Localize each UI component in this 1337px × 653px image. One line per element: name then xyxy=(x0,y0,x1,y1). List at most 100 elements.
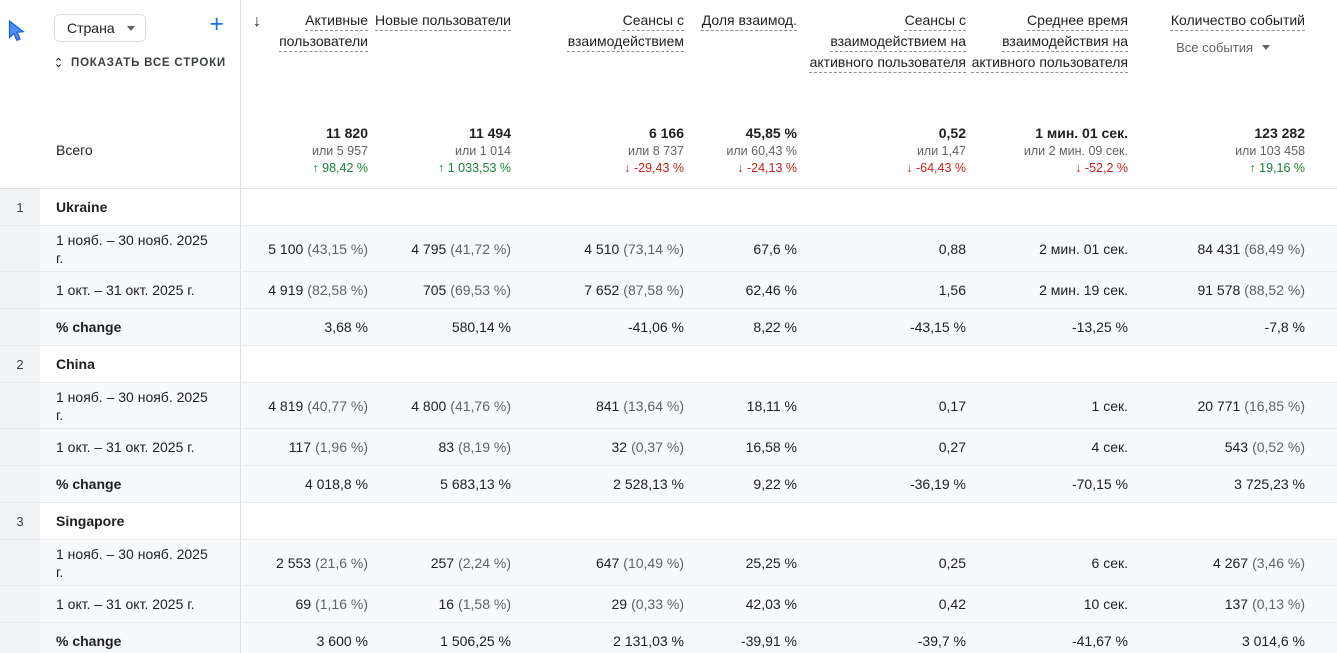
row-gutter xyxy=(0,466,40,502)
table-header-row: Страна + ПОКАЗАТЬ ВСЕ СТРОКИ ↓ Активные … xyxy=(0,0,1337,112)
country-name: Ukraine xyxy=(56,199,108,215)
metric-cell: 0,25 xyxy=(938,554,966,571)
table-row-period[interactable]: 1 окт. – 31 окт. 2025 г. 117 (1,96 %) 83(… xyxy=(0,429,1337,466)
total-value: 11 494 xyxy=(468,125,511,141)
empty-cell xyxy=(797,189,966,225)
total-value: 0,52 xyxy=(938,125,966,141)
show-all-rows-button[interactable]: ПОКАЗАТЬ ВСЕ СТРОКИ xyxy=(52,56,226,69)
percent-change-label: % change xyxy=(56,476,122,492)
metric-cell: 1,56 xyxy=(938,282,966,298)
metric-cell: 841 (13,64 %) xyxy=(595,397,684,414)
empty-cell xyxy=(797,503,966,539)
column-header-engagement-rate[interactable]: Доля взаимод. xyxy=(684,0,797,112)
column-header-avg-engagement-time[interactable]: Среднее время взаимодействия на активног… xyxy=(966,0,1128,112)
metric-cell: -7,8 % xyxy=(1264,319,1305,335)
table-row-percent-change[interactable]: % change 3,68 % 580,14 % -41,06 % 8,22 %… xyxy=(0,309,1337,346)
empty-cell xyxy=(1128,503,1337,539)
row-gutter xyxy=(0,429,40,465)
table-row-period[interactable]: 1 окт. – 31 окт. 2025 г. 69 (1,16 %) 16 (1… xyxy=(0,586,1337,623)
column-header-engaged-sessions-per-user[interactable]: Сеансы с взаимодействием на активного по… xyxy=(797,0,966,112)
totals-cell: 123 282 или 103 458 ↑ 19,16 % xyxy=(1128,112,1337,188)
metric-cell: -41,06 % xyxy=(627,319,684,335)
metric-cell: 2 мин. 01 сек. xyxy=(1039,240,1128,257)
column-header-event-count[interactable]: Количество событий Все события xyxy=(1128,0,1337,112)
empty-cell xyxy=(1128,189,1337,225)
add-dimension-button[interactable]: + xyxy=(209,10,224,38)
table-row-period[interactable]: 1 нояб. – 30 нояб. 2025 г. 4 819 (40,77 %… xyxy=(0,383,1337,429)
empty-cell xyxy=(511,346,684,382)
row-gutter xyxy=(0,540,40,585)
total-secondary: или 1,47 xyxy=(916,144,966,158)
table-row-country[interactable]: 3 Singapore xyxy=(0,503,1337,540)
events-filter-dropdown[interactable]: Все события xyxy=(1128,37,1305,58)
header-gutter xyxy=(0,0,40,112)
date-range-label: 1 окт. – 31 окт. 2025 г. xyxy=(56,282,195,298)
dimension-selector-label: Страна xyxy=(67,20,115,36)
row-gutter xyxy=(0,112,40,188)
table-row-country[interactable]: 1 Ukraine xyxy=(0,189,1337,226)
total-value: 45,85 % xyxy=(745,125,797,141)
metric-cell: 0,42 xyxy=(938,596,966,612)
metric-cell: 69 (1,16 %) xyxy=(240,586,368,622)
metric-cell: 91 578 (88,52 %) xyxy=(1197,282,1305,298)
total-change-positive: ↑ 98,42 % xyxy=(312,161,368,175)
totals-cell: 11 820 или 5 957 ↑ 98,42 % xyxy=(240,112,368,188)
dimension-selector-button[interactable]: Страна xyxy=(54,14,146,42)
table-row-period[interactable]: 1 нояб. – 30 нояб. 2025 г. 2 553 (21,6 %)… xyxy=(0,540,1337,586)
metric-cell: 7 652 (87,58 %) xyxy=(584,282,684,298)
metric-cell: 3,68 % xyxy=(240,309,368,345)
empty-cell xyxy=(368,503,511,539)
metric-cell: 647 (10,49 %) xyxy=(595,554,684,571)
dimension-controls: Страна + ПОКАЗАТЬ ВСЕ СТРОКИ xyxy=(40,0,240,112)
empty-cell xyxy=(511,189,684,225)
metric-cell: 8,22 % xyxy=(753,319,797,335)
total-secondary: или 2 мин. 09 сек. xyxy=(1023,144,1128,158)
sort-descending-icon[interactable]: ↓ xyxy=(253,13,261,30)
metric-cell: 25,25 % xyxy=(745,554,797,571)
metric-cell: 20 771 (16,85 %) xyxy=(1197,397,1305,414)
empty-cell xyxy=(797,346,966,382)
metric-cell: 4 819 (40,77 %) xyxy=(240,383,368,428)
table-row-percent-change[interactable]: % change 3 600 % 1 506,25 % 2 131,03 % -… xyxy=(0,623,1337,653)
chevron-down-icon xyxy=(126,25,135,31)
row-gutter xyxy=(0,272,40,308)
column-header-label: Сеансы с взаимодействием xyxy=(567,12,684,49)
metric-cell: -43,15 % xyxy=(909,319,966,335)
date-range-label: 1 нояб. – 30 нояб. 2025 г. xyxy=(56,388,208,423)
metric-cell: 84 431 (68,49 %) xyxy=(1197,240,1305,257)
total-value: 6 166 xyxy=(648,125,684,141)
column-header-label: Количество событий xyxy=(1170,12,1305,28)
table-row-percent-change[interactable]: % change 4 018,8 % 5 683,13 % 2 528,13 %… xyxy=(0,466,1337,503)
total-change-negative: ↓ -64,43 % xyxy=(906,161,966,175)
country-name: China xyxy=(56,356,95,372)
row-number: 2 xyxy=(0,346,40,382)
column-header-active-users[interactable]: ↓ Активные пользователи xyxy=(240,0,368,112)
table-row-country[interactable]: 2 China xyxy=(0,346,1337,383)
metric-cell: 6 сек. xyxy=(1091,554,1128,571)
total-change-positive: ↑ 19,16 % xyxy=(1249,161,1305,175)
row-gutter xyxy=(0,586,40,622)
metric-cell: 0,17 xyxy=(938,397,966,414)
row-gutter xyxy=(0,226,40,271)
empty-cell xyxy=(684,503,797,539)
metric-cell: -36,19 % xyxy=(909,476,966,492)
column-header-new-users[interactable]: Новые пользователи xyxy=(368,0,511,112)
metric-cell: 4 018,8 % xyxy=(240,466,368,502)
empty-cell xyxy=(368,346,511,382)
metric-cell: -13,25 % xyxy=(1071,319,1128,335)
metric-cell: 5 683,13 % xyxy=(440,476,511,492)
show-all-rows-label: ПОКАЗАТЬ ВСЕ СТРОКИ xyxy=(71,56,226,69)
metric-cell: 4 267 (3,46 %) xyxy=(1213,554,1305,571)
table-row-period[interactable]: 1 нояб. – 30 нояб. 2025 г. 5 100 (43,15 %… xyxy=(0,226,1337,272)
column-header-label: Новые пользователи xyxy=(375,12,511,28)
metric-cell: 4 800 (41,76 %) xyxy=(411,397,511,414)
metric-cell: 4 795 (41,72 %) xyxy=(411,240,511,257)
table-row-period[interactable]: 1 окт. – 31 окт. 2025 г. 4 919 (82,58 %) … xyxy=(0,272,1337,309)
empty-cell xyxy=(966,503,1128,539)
column-header-engaged-sessions[interactable]: Сеансы с взаимодействием xyxy=(511,0,684,112)
totals-cell: 45,85 % или 60,43 % ↓ -24,13 % xyxy=(684,112,797,188)
metric-cell: -39,7 % xyxy=(917,633,966,649)
metric-cell: 0,88 xyxy=(938,240,966,257)
empty-cell xyxy=(240,503,368,539)
